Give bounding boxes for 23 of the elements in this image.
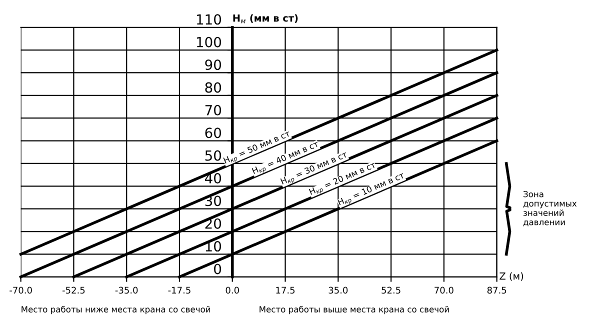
y-tick-label: 70 bbox=[205, 104, 222, 116]
x-tick-label: -52.5 bbox=[62, 286, 85, 294]
y-tick-label: 60 bbox=[205, 128, 222, 138]
y-axis-title: H$_{м}$ (мм в ст) bbox=[233, 14, 298, 24]
x-tick-label: 35.0 bbox=[328, 286, 348, 294]
x-tick-label: 17.5 bbox=[276, 286, 295, 294]
y-tick-label: 50 bbox=[205, 150, 222, 161]
x-tick-label: 0.0 bbox=[226, 286, 239, 294]
y-tick-label: 0 bbox=[214, 264, 222, 274]
text: Место работы ниже места крана со свечой bbox=[22, 306, 210, 314]
y-tick-label: 110 bbox=[196, 14, 222, 25]
y-tick-label: 90 bbox=[205, 60, 222, 70]
text: Место работы выше места крана со свечой bbox=[260, 306, 449, 314]
y-tick-label: 80 bbox=[205, 82, 222, 93]
x-tick-label: 87.5 bbox=[487, 286, 506, 294]
x-tick-label: -17.5 bbox=[168, 286, 190, 294]
y-tick-label: 100 bbox=[196, 36, 222, 48]
text: Зона допустимых значений давлении bbox=[523, 190, 577, 226]
x-axis-title: Z (м) bbox=[500, 272, 524, 281]
x-tick-label: 70.0 bbox=[434, 286, 454, 294]
x-tick-label: -35.0 bbox=[115, 286, 138, 294]
x-tick-label: -70.0 bbox=[10, 286, 32, 294]
x-tick-label: 52.5 bbox=[382, 286, 400, 294]
